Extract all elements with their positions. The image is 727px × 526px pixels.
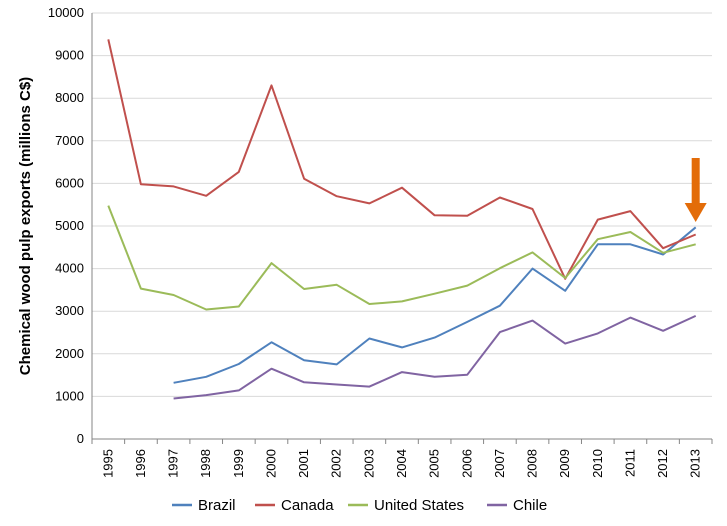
x-tick-label: 2004 — [394, 449, 409, 478]
series-lines — [107, 39, 697, 400]
annotation-arrow — [684, 158, 707, 222]
y-tick-label: 3000 — [55, 303, 84, 318]
legend-item: United States — [348, 497, 464, 514]
series-line-chile — [173, 314, 697, 400]
legend-item: Brazil — [172, 497, 236, 514]
y-tick-label: 6000 — [55, 175, 84, 190]
x-tick-label: 2003 — [361, 449, 376, 478]
x-tick-label: 2002 — [329, 449, 344, 478]
legend: Brazil Canada United States Chile — [172, 497, 547, 514]
x-tick-label: 2006 — [459, 449, 474, 478]
legend-item: Canada — [255, 497, 334, 514]
y-tick-label: 9000 — [55, 48, 84, 63]
x-tick-label: 1999 — [231, 449, 246, 478]
x-tick-label: 1997 — [166, 449, 181, 478]
y-tick-label: 0 — [77, 431, 84, 446]
legend-label: Canada — [281, 497, 334, 514]
x-tick-label: 1998 — [198, 449, 213, 478]
y-tick-label: 1000 — [55, 388, 84, 403]
arrow-shaft — [691, 158, 700, 203]
x-tick-label: 2008 — [525, 449, 540, 478]
legend-item: Chile — [487, 497, 547, 514]
y-tick-label: 5000 — [55, 218, 84, 233]
legend-label: United States — [374, 497, 464, 514]
series-line-brazil — [173, 226, 697, 384]
legend-label: Chile — [513, 497, 547, 514]
x-tick-label: 2013 — [688, 449, 703, 478]
arrow-head — [684, 203, 707, 222]
y-tick-labels: 0 1000 2000 3000 4000 5000 6000 7000 8000 9000 100… — [48, 5, 84, 446]
x-tick-label: 2000 — [263, 449, 278, 478]
x-tick-label: 2009 — [557, 449, 572, 478]
x-tick-label: 2001 — [296, 449, 311, 478]
x-tick-label: 2005 — [427, 449, 442, 478]
y-tick-label: 10000 — [48, 5, 84, 20]
x-tick-label: 2010 — [590, 449, 605, 478]
x-tick-label: 1996 — [133, 449, 148, 478]
x-tick-label: 1995 — [100, 449, 115, 478]
x-tick-label: 2011 — [622, 449, 637, 477]
x-tick-labels: 1995 1996 1997 1998 1999 2000 2001 2002 2003 2004… — [100, 449, 702, 478]
x-tick-label: 2012 — [655, 449, 670, 478]
y-axis-label: Chemical wood pulp exports (millions C$) — [17, 77, 34, 375]
legend-label: Brazil — [198, 497, 236, 514]
y-tick-label: 8000 — [55, 90, 84, 105]
y-tick-label: 2000 — [55, 346, 84, 361]
gridlines — [92, 12, 712, 397]
y-tick-label: 4000 — [55, 261, 84, 276]
series-line-canada — [107, 39, 697, 280]
series-line-united-states — [107, 205, 696, 311]
y-tick-label: 7000 — [55, 133, 84, 148]
x-tick-label: 2007 — [492, 449, 507, 478]
axes — [91, 13, 713, 444]
